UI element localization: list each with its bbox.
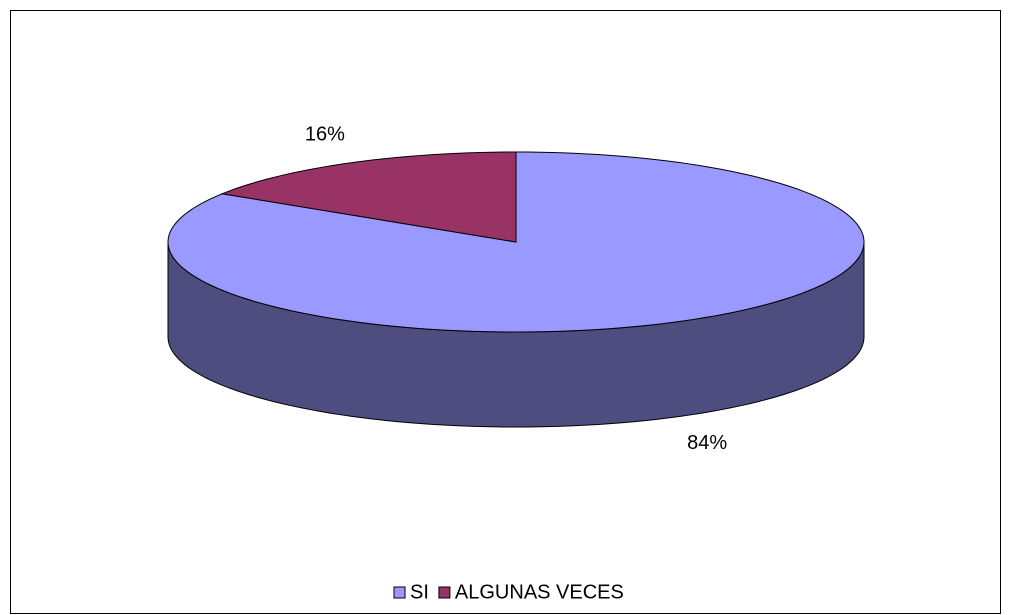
legend-swatch [393, 586, 406, 599]
data-label: 84% [687, 432, 727, 454]
pie-slice [220, 151, 517, 243]
legend-swatch [438, 586, 451, 599]
legend-label: ALGUNAS VECES [455, 581, 624, 603]
legend-label: SI [410, 581, 429, 603]
data-label: 16% [305, 124, 345, 146]
